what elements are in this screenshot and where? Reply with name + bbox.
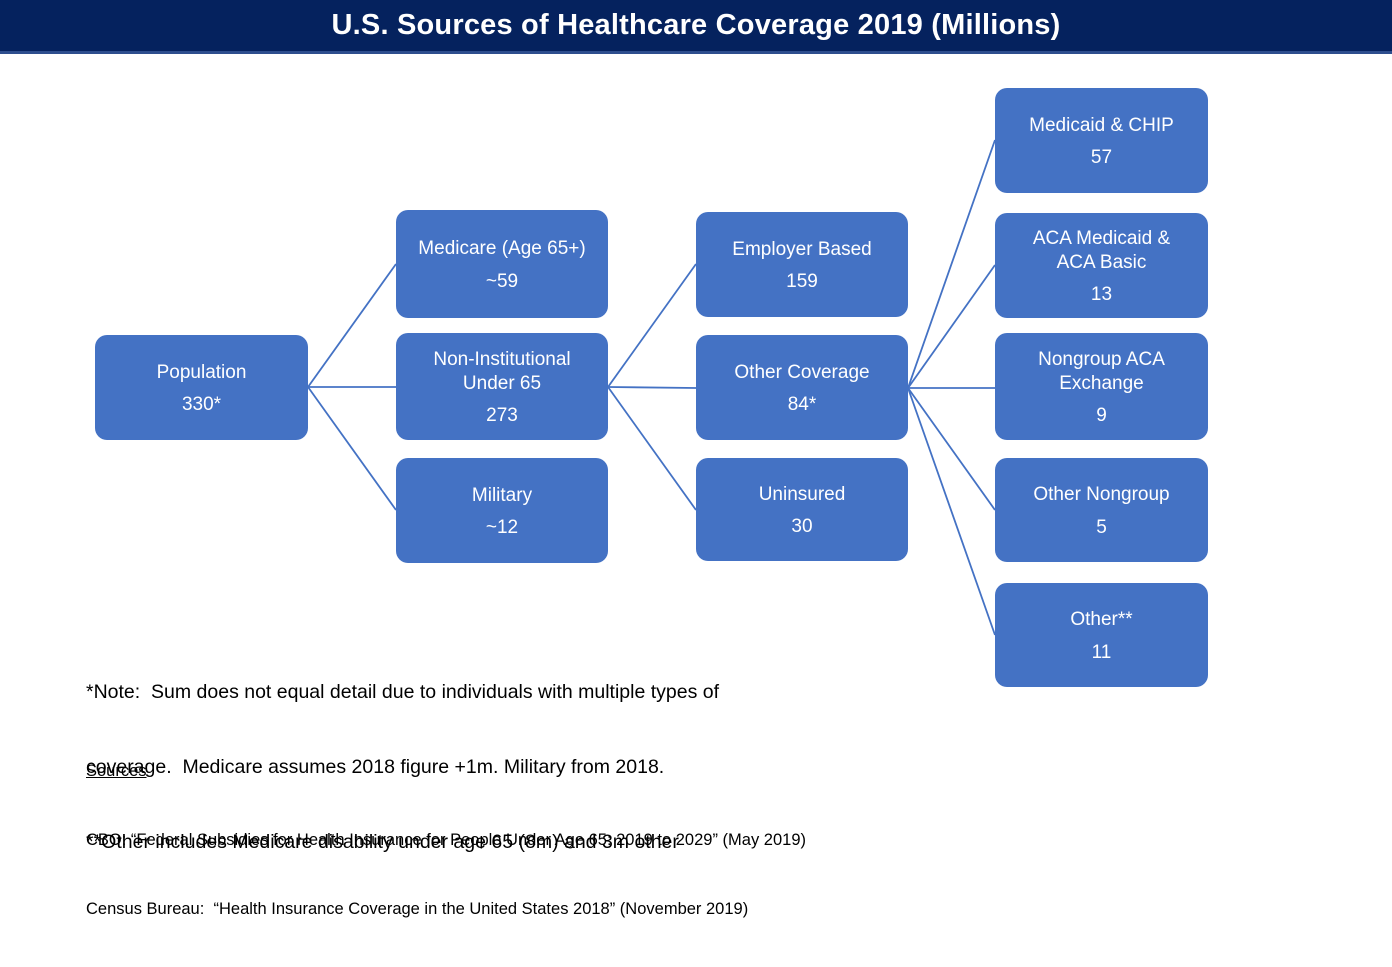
node-label: Medicare (Age 65+) bbox=[418, 238, 586, 260]
node-employer-based: Employer Based 159 bbox=[696, 212, 908, 317]
slide: U.S. Sources of Healthcare Coverage 2019… bbox=[0, 0, 1392, 918]
connector-noninstitutional-uninsured bbox=[607, 386, 697, 511]
node-value: 273 bbox=[486, 404, 518, 426]
node-value: 330* bbox=[181, 394, 222, 416]
connector-othercoverage-otherstar bbox=[907, 387, 996, 636]
node-uninsured: Uninsured 30 bbox=[696, 458, 908, 561]
node-medicaid-chip: Medicaid & CHIP 57 bbox=[995, 88, 1208, 193]
node-medicare: Medicare (Age 65+) ~59 bbox=[396, 210, 608, 318]
node-other-coverage: Other Coverage 84* bbox=[696, 335, 908, 440]
connector-lines bbox=[307, 139, 996, 636]
node-value: 30 bbox=[791, 516, 813, 538]
node-label: Other** bbox=[1070, 609, 1133, 631]
connector-othercoverage-medicaidchip bbox=[907, 139, 996, 389]
connector-noninstitutional-othercoverage bbox=[607, 386, 697, 389]
node-non-institutional-under-65: Non-Institutional Under 65 273 bbox=[396, 333, 608, 440]
node-other: Other** 11 bbox=[995, 583, 1208, 687]
node-label: Medicaid & CHIP bbox=[1029, 114, 1174, 136]
node-value: 84* bbox=[787, 394, 817, 416]
node-value: 57 bbox=[1090, 147, 1113, 169]
node-label: ACA Medicaid & ACA Basic bbox=[1032, 228, 1171, 273]
connector-population-medicare bbox=[307, 263, 397, 388]
node-other-nongroup: Other Nongroup 5 bbox=[995, 458, 1208, 562]
node-label: Nongroup ACA Exchange bbox=[1038, 349, 1165, 394]
node-military: Military ~12 bbox=[396, 458, 608, 563]
node-label: Uninsured bbox=[758, 483, 846, 505]
connector-noninstitutional-employer bbox=[607, 263, 697, 388]
footnote-line: coverage. Medicare assumes 2018 figure +… bbox=[86, 756, 665, 778]
node-value: ~12 bbox=[485, 517, 519, 539]
source-line-cbo: CBO: “Federal Subsidies for Health Insur… bbox=[86, 831, 806, 849]
source-line-census: Census Bureau: “Health Insurance Coverag… bbox=[86, 900, 749, 918]
node-label: Other Nongroup bbox=[1033, 484, 1170, 506]
title-bar: U.S. Sources of Healthcare Coverage 2019… bbox=[0, 0, 1392, 54]
node-value: 159 bbox=[786, 271, 818, 293]
node-value: 13 bbox=[1090, 283, 1113, 305]
node-label: Employer Based bbox=[732, 238, 872, 260]
node-value: 5 bbox=[1096, 516, 1107, 538]
node-nongroup-aca-exchange: Nongroup ACA Exchange 9 bbox=[995, 333, 1208, 440]
node-label: Other Coverage bbox=[734, 361, 870, 383]
node-label: Population bbox=[156, 361, 247, 383]
connector-othercoverage-acamedicaid bbox=[907, 264, 996, 389]
connector-othercoverage-othernongroup bbox=[907, 387, 996, 511]
footnote-line: *Note: Sum does not equal detail due to … bbox=[86, 681, 720, 703]
node-value: 11 bbox=[1091, 641, 1112, 663]
node-aca-medicaid-aca-basic: ACA Medicaid & ACA Basic 13 bbox=[995, 213, 1208, 318]
node-value: ~59 bbox=[485, 270, 519, 292]
sources-heading: Sources bbox=[86, 762, 147, 780]
sources-block: Sources CBO: “Federal Subsidies for Heal… bbox=[86, 714, 806, 967]
connector-population-military bbox=[307, 386, 397, 511]
node-population: Population 330* bbox=[95, 335, 308, 440]
page-title: U.S. Sources of Healthcare Coverage 2019… bbox=[331, 9, 1061, 41]
node-label: Military bbox=[471, 484, 533, 506]
node-value: 9 bbox=[1096, 404, 1107, 426]
node-label: Non-Institutional Under 65 bbox=[433, 349, 571, 394]
